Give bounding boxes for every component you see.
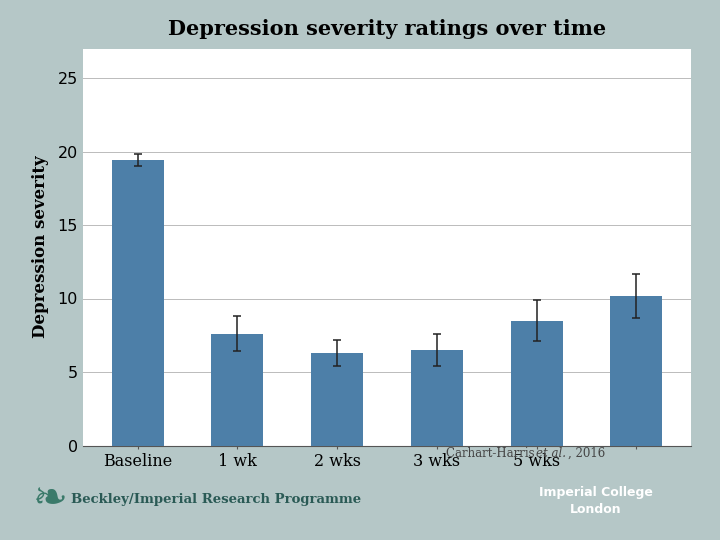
Title: Depression severity ratings over time: Depression severity ratings over time bbox=[168, 19, 606, 39]
Bar bbox=[212, 334, 264, 445]
Text: Carhart-Harris: Carhart-Harris bbox=[446, 447, 539, 460]
Text: , 2016: , 2016 bbox=[568, 447, 606, 460]
Bar bbox=[112, 160, 163, 446]
Text: et al.: et al. bbox=[536, 447, 567, 460]
Bar bbox=[311, 353, 363, 446]
Bar bbox=[611, 295, 662, 445]
Text: Imperial College
London: Imperial College London bbox=[539, 486, 653, 516]
Text: ❧: ❧ bbox=[33, 478, 68, 521]
Text: Beckley/Imperial Research Programme: Beckley/Imperial Research Programme bbox=[71, 493, 361, 506]
Bar bbox=[510, 321, 562, 446]
Y-axis label: Depression severity: Depression severity bbox=[32, 156, 49, 339]
Bar bbox=[411, 350, 463, 446]
